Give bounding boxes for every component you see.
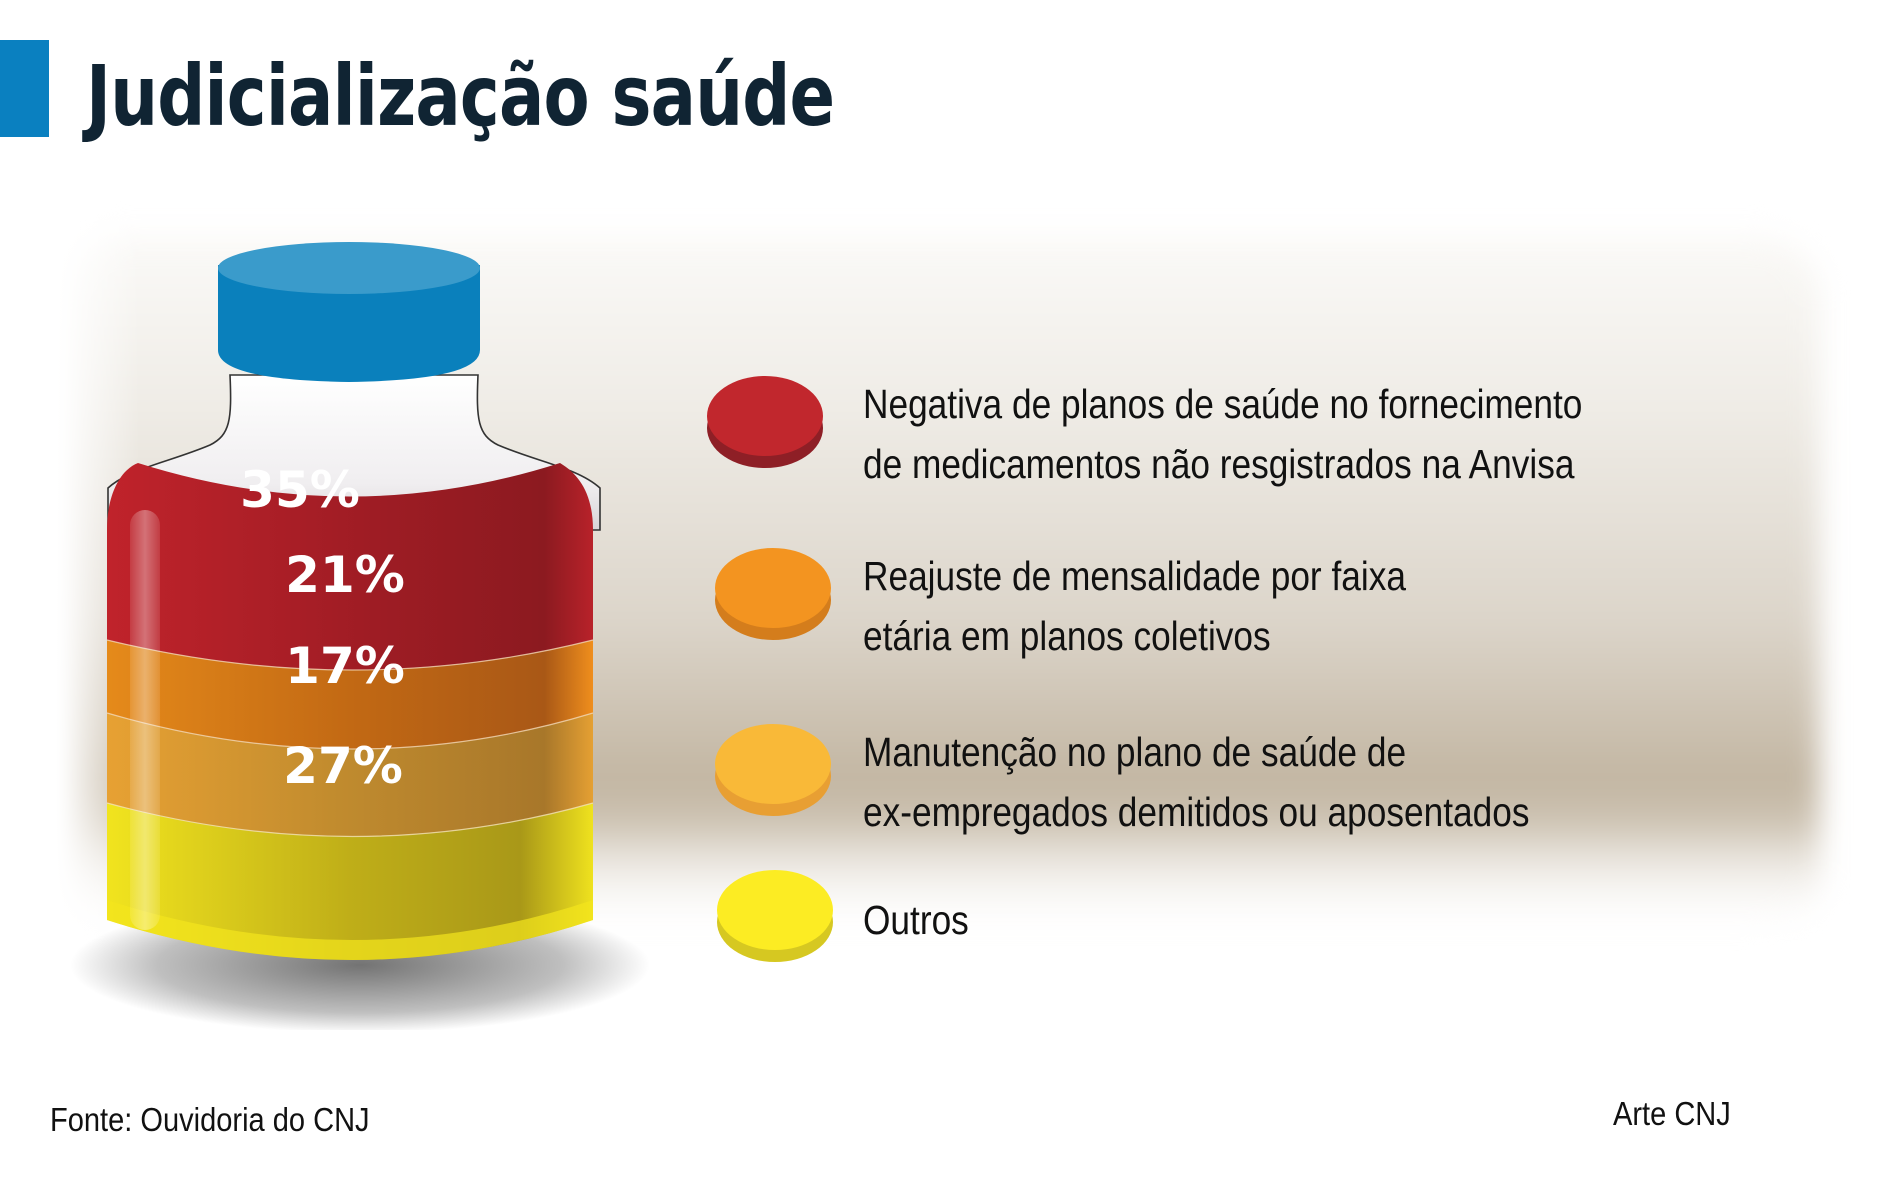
- page-title: Judicialização saúde: [86, 47, 835, 145]
- legend-item-outros: Outros: [700, 868, 1800, 988]
- segment-label-17: 17%: [285, 637, 405, 695]
- title-accent-bar: [0, 40, 49, 137]
- legend-item-reajuste: Reajuste de mensalidade por faixa etária…: [700, 546, 1800, 666]
- bottle-highlight: [130, 510, 160, 930]
- legend-item-negativa: Negativa de planos de saúde no fornecime…: [700, 374, 1800, 494]
- legend-item-manutencao: Manutenção no plano de saúde de ex-empre…: [700, 722, 1800, 842]
- bottle-segment-17: [107, 713, 593, 837]
- bottle-chart: 35% 21% 17% 27%: [70, 242, 650, 1030]
- legend-label: Manutenção no plano de saúde de ex-empre…: [863, 729, 1530, 835]
- legend-label: Reajuste de mensalidade por faixa etária…: [863, 553, 1406, 659]
- light-orange-pill-icon: [715, 724, 831, 816]
- segment-label-27: 27%: [283, 737, 403, 795]
- bottle-cap: [218, 265, 480, 382]
- bottle-cap-top: [218, 242, 480, 294]
- red-pill-icon: [707, 376, 823, 468]
- segment-label-21: 21%: [285, 546, 405, 604]
- legend-label: Outros: [863, 897, 969, 943]
- source-note: Fonte: Ouvidoria do CNJ: [50, 1101, 370, 1138]
- bottle-segment-35: [107, 463, 593, 670]
- bottle-segment-27: [107, 803, 593, 960]
- orange-pill-icon: [715, 548, 831, 640]
- art-credit: Arte CNJ: [1613, 1095, 1731, 1132]
- yellow-pill-icon: [717, 870, 833, 962]
- segment-label-35: 35%: [240, 461, 360, 519]
- legend-label: Negativa de planos de saúde no fornecime…: [863, 381, 1583, 487]
- bottle-segment-21: [107, 640, 593, 749]
